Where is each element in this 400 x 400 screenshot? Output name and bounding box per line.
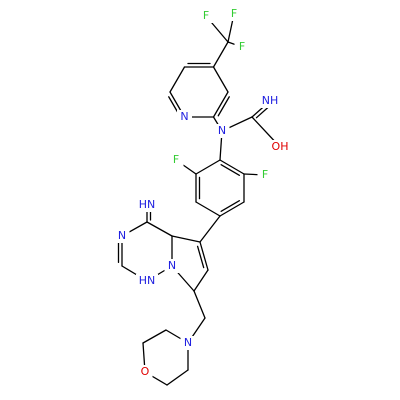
bond <box>220 164 241 176</box>
label-backing <box>198 9 214 23</box>
bond <box>196 245 205 269</box>
atom-label: OH <box>272 140 289 153</box>
label-backing <box>177 110 192 124</box>
bond <box>195 159 221 175</box>
label-backing <box>168 153 184 167</box>
atom-label: NH <box>262 94 279 107</box>
atom-label: N <box>118 229 126 242</box>
label-backing <box>136 198 158 212</box>
label-backing <box>214 124 230 138</box>
bond <box>193 269 209 292</box>
label-backing <box>257 168 273 182</box>
atom-label: N <box>180 110 188 123</box>
label-backing <box>136 274 158 288</box>
bond <box>195 201 221 217</box>
atom-label: F <box>173 153 179 166</box>
atom-label: F <box>262 168 268 181</box>
atom-label: N <box>168 259 176 272</box>
atom-label: O <box>141 365 150 378</box>
label-backing <box>114 229 130 243</box>
bond <box>212 41 229 68</box>
label-backing <box>226 7 242 21</box>
bond <box>169 66 186 93</box>
bond <box>212 91 229 118</box>
bond <box>193 290 206 319</box>
atom-label: F <box>203 9 209 22</box>
atom-label: HN <box>139 198 156 211</box>
atom-label: N <box>218 124 226 137</box>
label-backing <box>259 94 281 108</box>
atom-label: HN <box>139 274 156 287</box>
label-backing <box>269 140 291 154</box>
atom-label: F <box>231 7 237 20</box>
label-backing <box>180 336 196 350</box>
label-backing <box>234 40 250 54</box>
bond <box>220 200 241 212</box>
atom-label: N <box>184 336 192 349</box>
atom-label: F <box>239 40 245 53</box>
bond <box>219 201 245 217</box>
label-backing <box>137 365 153 379</box>
bond <box>171 235 201 243</box>
bond <box>212 66 229 93</box>
bond <box>166 369 189 386</box>
bond <box>146 221 173 237</box>
bond <box>142 329 167 344</box>
bond <box>219 159 245 175</box>
label-backing <box>164 259 180 273</box>
bond <box>199 215 221 243</box>
bond <box>217 96 230 117</box>
bond <box>199 241 209 271</box>
